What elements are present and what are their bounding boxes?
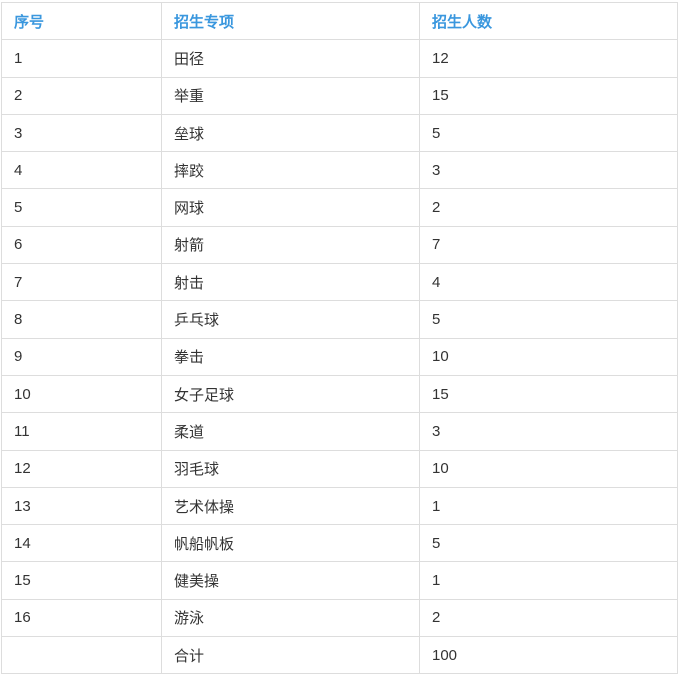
cell-specialty: 柔道 bbox=[161, 412, 420, 451]
total-row: 合计 100 bbox=[1, 636, 678, 675]
cell-index: 3 bbox=[1, 113, 162, 153]
cell-index: 4 bbox=[1, 151, 162, 190]
cell-index: 9 bbox=[1, 337, 162, 376]
table-row: 2 举重 15 bbox=[1, 76, 678, 115]
table-row: 5 网球 2 bbox=[1, 188, 678, 227]
cell-specialty: 射箭 bbox=[161, 225, 420, 265]
cell-index: 11 bbox=[1, 412, 162, 451]
table-row: 12 羽毛球 10 bbox=[1, 449, 678, 488]
cell-count: 100 bbox=[419, 636, 678, 675]
cell-count: 2 bbox=[419, 598, 678, 638]
cell-index: 6 bbox=[1, 225, 162, 265]
table-row: 13 艺术体操 1 bbox=[1, 486, 678, 526]
cell-specialty: 田径 bbox=[161, 39, 420, 78]
table-row: 1 田径 12 bbox=[1, 39, 678, 78]
cell-count: 3 bbox=[419, 412, 678, 451]
cell-count: 15 bbox=[419, 76, 678, 115]
cell-specialty: 羽毛球 bbox=[161, 449, 420, 488]
cell-specialty: 网球 bbox=[161, 188, 420, 227]
cell-count: 2 bbox=[419, 188, 678, 227]
table-row: 11 柔道 3 bbox=[1, 412, 678, 451]
cell-index: 2 bbox=[1, 76, 162, 115]
cell-index: 1 bbox=[1, 39, 162, 78]
cell-index: 7 bbox=[1, 263, 162, 302]
table-row: 6 射箭 7 bbox=[1, 225, 678, 265]
cell-count: 5 bbox=[419, 300, 678, 339]
cell-specialty: 乒乓球 bbox=[161, 300, 420, 339]
cell-count: 1 bbox=[419, 486, 678, 526]
cell-index: 5 bbox=[1, 188, 162, 227]
table-row: 14 帆船帆板 5 bbox=[1, 524, 678, 563]
cell-count: 1 bbox=[419, 561, 678, 600]
cell-index: 13 bbox=[1, 486, 162, 526]
cell-specialty: 艺术体操 bbox=[161, 486, 420, 526]
header-row: 序号 招生专项 招生人数 bbox=[1, 1, 678, 41]
column-header-index: 序号 bbox=[1, 1, 162, 41]
cell-count: 3 bbox=[419, 151, 678, 190]
table-row: 9 拳击 10 bbox=[1, 337, 678, 376]
cell-count: 12 bbox=[419, 39, 678, 78]
table-row: 7 射击 4 bbox=[1, 263, 678, 302]
cell-count: 15 bbox=[419, 374, 678, 414]
cell-specialty: 合计 bbox=[161, 636, 420, 675]
table-row: 8 乒乓球 5 bbox=[1, 300, 678, 339]
column-header-specialty: 招生专项 bbox=[161, 1, 420, 41]
cell-specialty: 拳击 bbox=[161, 337, 420, 376]
enrollment-table: 序号 招生专项 招生人数 1 田径 12 2 举重 15 3 垒球 5 4 摔跤 3 5 网球 2 6 射箭 7 7… bbox=[1, 1, 678, 675]
table-row: 4 摔跤 3 bbox=[1, 151, 678, 190]
cell-count: 5 bbox=[419, 113, 678, 153]
cell-count: 7 bbox=[419, 225, 678, 265]
cell-specialty: 摔跤 bbox=[161, 151, 420, 190]
column-header-count: 招生人数 bbox=[419, 1, 678, 41]
cell-specialty: 帆船帆板 bbox=[161, 524, 420, 563]
cell-index bbox=[1, 636, 162, 675]
cell-specialty: 垒球 bbox=[161, 113, 420, 153]
cell-index: 15 bbox=[1, 561, 162, 600]
cell-specialty: 健美操 bbox=[161, 561, 420, 600]
table-row: 16 游泳 2 bbox=[1, 598, 678, 638]
table-row: 10 女子足球 15 bbox=[1, 374, 678, 414]
cell-specialty: 游泳 bbox=[161, 598, 420, 638]
cell-index: 8 bbox=[1, 300, 162, 339]
cell-count: 10 bbox=[419, 337, 678, 376]
table-row: 15 健美操 1 bbox=[1, 561, 678, 600]
cell-count: 5 bbox=[419, 524, 678, 563]
cell-specialty: 举重 bbox=[161, 76, 420, 115]
cell-specialty: 射击 bbox=[161, 263, 420, 302]
table-row: 3 垒球 5 bbox=[1, 113, 678, 153]
cell-index: 14 bbox=[1, 524, 162, 563]
cell-index: 10 bbox=[1, 374, 162, 414]
cell-specialty: 女子足球 bbox=[161, 374, 420, 414]
cell-count: 10 bbox=[419, 449, 678, 488]
cell-index: 16 bbox=[1, 598, 162, 638]
table-body: 1 田径 12 2 举重 15 3 垒球 5 4 摔跤 3 5 网球 2 6 射箭 7 7 射击 4 8 乒乓球 5 9 拳击 10… bbox=[1, 39, 678, 675]
cell-index: 12 bbox=[1, 449, 162, 488]
cell-count: 4 bbox=[419, 263, 678, 302]
